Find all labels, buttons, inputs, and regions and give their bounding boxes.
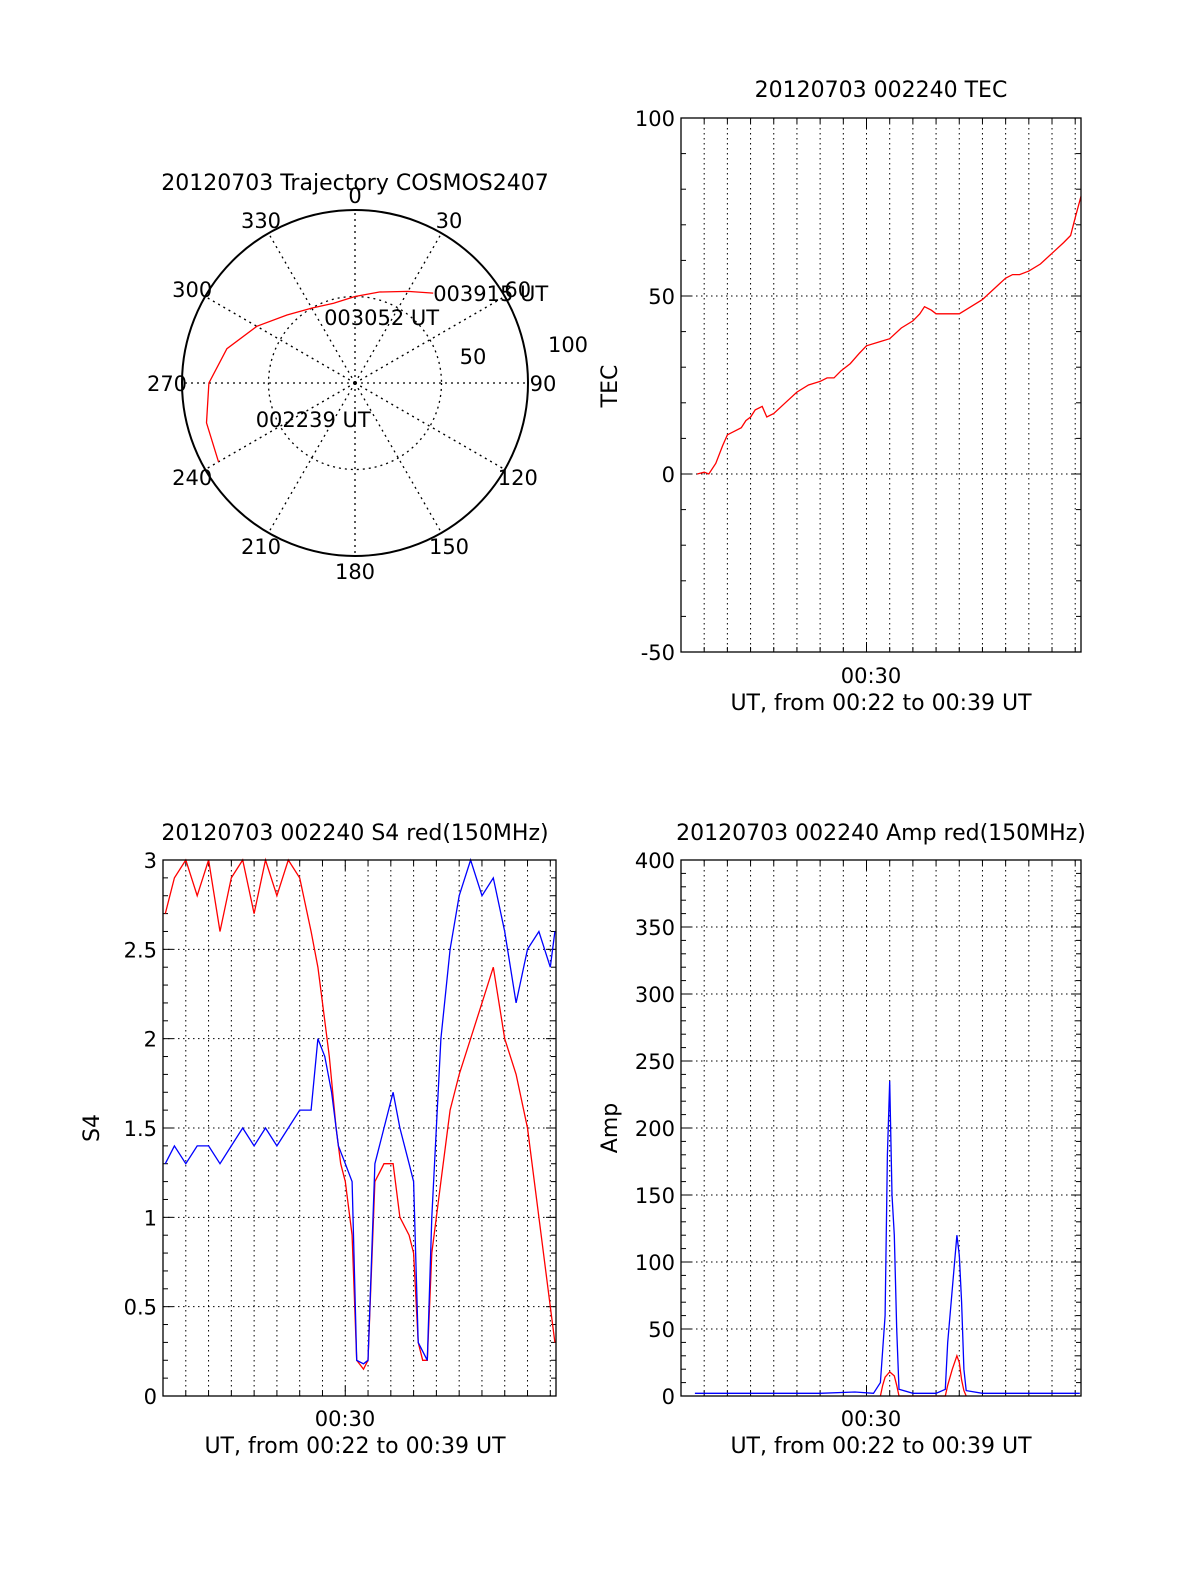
amp-ytick-label: 150 [635, 1184, 675, 1208]
s4-ytick-label: 0 [144, 1385, 157, 1409]
polar-spoke [267, 232, 356, 384]
amp-ytick-label: 0 [662, 1385, 675, 1409]
polar-spoke [354, 382, 506, 471]
amp-ytick-label: 50 [648, 1318, 675, 1342]
polar-azimuth-label: 240 [172, 466, 212, 490]
s4-ytick-label: 1 [144, 1206, 157, 1230]
s4-ytick-label: 2.5 [124, 938, 157, 962]
s4-title: 20120703 002240 S4 red(150MHz) [161, 821, 548, 846]
polar-azimuth-label: 60 [504, 278, 531, 302]
amp-ytick-label: 200 [635, 1117, 675, 1141]
s4-ytick-label: 3 [144, 849, 157, 873]
tec-x-tick-label: 00:30 [841, 664, 902, 688]
amp-ytick-label: 100 [635, 1251, 675, 1275]
s4-frame [162, 859, 557, 1397]
amp-xlabel: UT, from 00:22 to 00:39 UT [730, 1434, 1032, 1459]
polar-spoke [354, 232, 443, 384]
tec-ylabel: TEC [598, 365, 623, 409]
polar-labels: 0 30 60 90 120 150 180 210 240 270 300 330 50 100 [147, 184, 588, 584]
tec-frame [680, 117, 1082, 653]
amp-ytick-label: 300 [635, 983, 675, 1007]
polar-azimuth-label: 270 [147, 372, 187, 396]
s4-ytick-label: 1.5 [124, 1117, 157, 1141]
tec-plot-body: -50 0 50 100 [635, 107, 1082, 665]
polar-time-annotation: 003915 UT [433, 282, 548, 306]
tec-ytick-label: 50 [648, 285, 675, 309]
s4-ylabel: S4 [80, 1114, 105, 1142]
polar-azimuth-label: 300 [172, 278, 212, 302]
polar-inner-ring [267, 295, 443, 471]
tec-ytick-label: 0 [662, 463, 675, 487]
polar-time-annotation: 002239 UT [256, 408, 371, 432]
polar-azimuth-label: 120 [498, 466, 538, 490]
polar-ring-label: 50 [460, 345, 487, 369]
polar-spoke [267, 382, 356, 534]
tec-ytick-label: 100 [635, 107, 675, 131]
amp-plot-body: 0 50 100 150 200 250 300 350 400 [635, 849, 1082, 1409]
amp-ytick-label: 250 [635, 1050, 675, 1074]
amp-ytick-label: 350 [635, 916, 675, 940]
tec-title: 20120703 002240 TEC [755, 78, 1008, 103]
amp-plot: 20120703 002240 Amp red(150MHz) Amp 00:3… [598, 821, 1086, 1459]
s4-xlabel: UT, from 00:22 to 00:39 UT [204, 1434, 506, 1459]
s4-ytick-label: 0.5 [124, 1296, 157, 1320]
s4-series-red [164, 857, 556, 1371]
polar-azimuth-label: 30 [436, 209, 463, 233]
polar-azimuth-label: 0 [348, 184, 361, 208]
tec-xlabel: UT, from 00:22 to 00:39 UT [730, 691, 1032, 716]
amp-ylabel: Amp [598, 1103, 623, 1153]
polar-azimuth-label: 330 [241, 209, 281, 233]
polar-trajectory-plot: 20120703 Trajectory COSMOS2407 0 30 60 90 12… [147, 171, 588, 584]
polar-azimuth-label: 150 [429, 535, 469, 559]
s4-plot-body: 0 0.5 1 1.5 2 2.5 3 [124, 849, 557, 1409]
s4-series-blue [164, 857, 556, 1365]
polar-title: 20120703 Trajectory COSMOS2407 [161, 171, 548, 196]
polar-trajectory-line [205, 290, 434, 462]
s4-x-tick-label: 00:30 [315, 1407, 376, 1431]
polar-grid [181, 209, 529, 557]
tec-ytick-label: -50 [641, 641, 675, 665]
tec-series-red [697, 196, 1082, 475]
polar-spoke [354, 295, 506, 384]
amp-x-tick-label: 00:30 [841, 1407, 902, 1431]
polar-azimuth-label: 180 [335, 560, 375, 584]
amp-series-blue [694, 1081, 1080, 1394]
amp-ytick-label: 400 [635, 849, 675, 873]
s4-ytick-label: 2 [144, 1028, 157, 1052]
amp-title: 20120703 002240 Amp red(150MHz) [676, 821, 1086, 846]
polar-time-annotation: 003052 UT [324, 306, 439, 330]
amp-series-red [879, 1353, 967, 1397]
polar-azimuth-label: 90 [530, 372, 557, 396]
amp-frame [680, 859, 1082, 1397]
polar-azimuth-label: 210 [241, 535, 281, 559]
tec-plot: 20120703 002240 TEC TEC 00:30 UT, from 0… [598, 78, 1082, 716]
polar-spoke [204, 382, 356, 471]
polar-ring-label: 100 [548, 333, 588, 357]
polar-outer-ring [181, 209, 529, 557]
s4-plot: 20120703 002240 S4 red(150MHz) S4 00:30 … [80, 821, 557, 1459]
polar-spoke [204, 295, 356, 384]
polar-spoke [354, 382, 443, 534]
